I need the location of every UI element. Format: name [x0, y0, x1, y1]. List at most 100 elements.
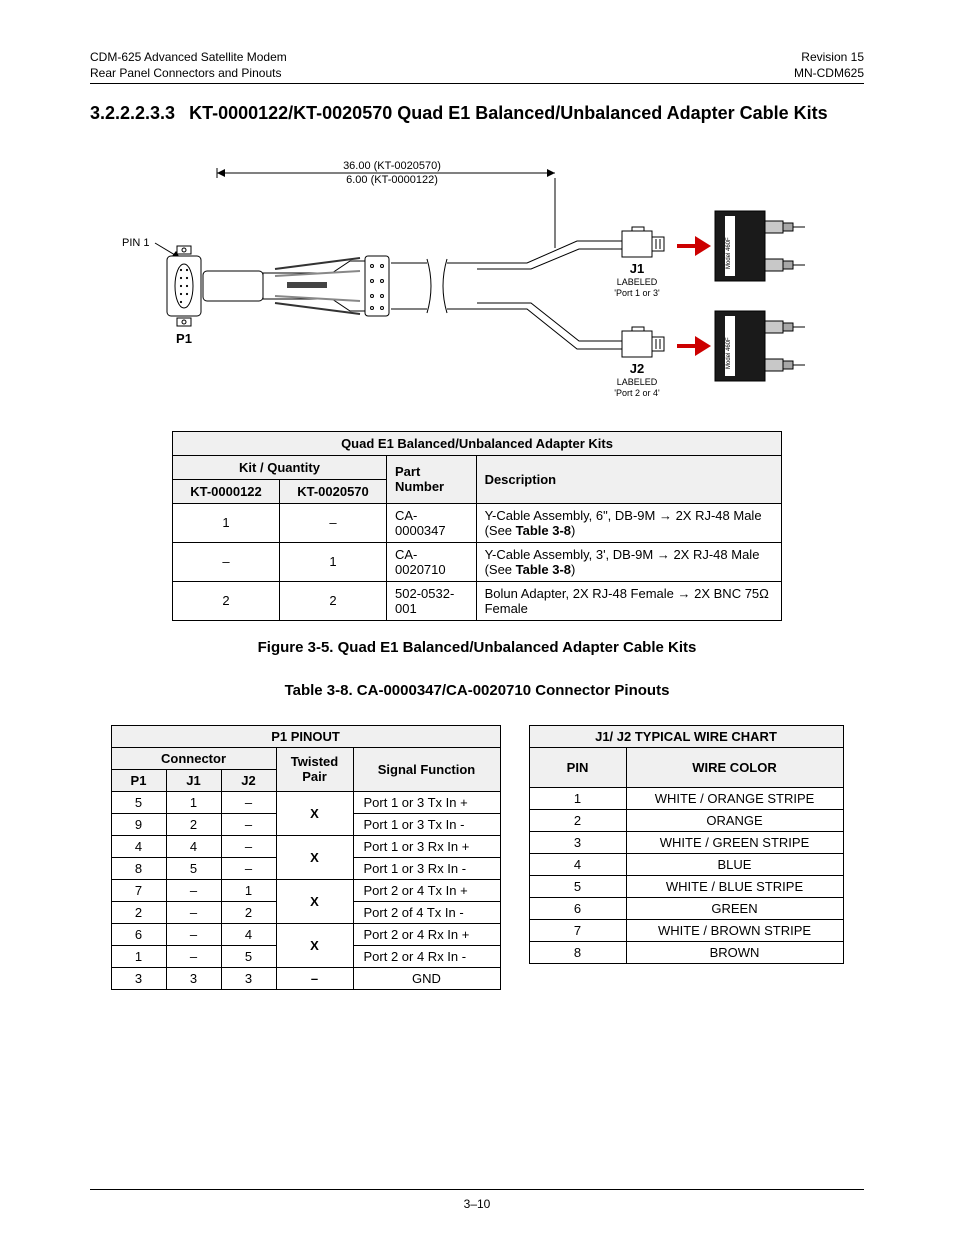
p1-pinout-table: P1 PINOUT Connector Twisted Pair Signal … — [111, 725, 501, 990]
pinout-head-j2: J2 — [221, 769, 276, 791]
header-right: Revision 15 MN-CDM625 — [794, 50, 864, 81]
cell-color: WHITE / GREEN STRIPE — [626, 831, 843, 853]
cell-color: ORANGE — [626, 809, 843, 831]
wire-head-color: WIRE COLOR — [626, 747, 843, 787]
cell-p1: 4 — [111, 835, 166, 857]
cell-pin: 8 — [529, 941, 626, 963]
cell-sig: Port 1 or 3 Rx In - — [353, 857, 500, 879]
cell-pin: 2 — [529, 809, 626, 831]
table-row: – 1 CA-0020710 Y-Cable Assembly, 3', DB-… — [173, 542, 782, 581]
cell-p1: 1 — [111, 945, 166, 967]
cell-j1: 3 — [166, 967, 221, 989]
section-heading: 3.2.2.2.3.3 KT-0000122/KT-0020570 Quad E… — [90, 102, 864, 125]
cell-sig: Port 2 of 4 Tx In - — [353, 901, 500, 923]
kits-caption: Quad E1 Balanced/Unbalanced Adapter Kits — [173, 431, 782, 455]
cell-p1: 9 — [111, 813, 166, 835]
table-row: 5 1 –XPort 1 or 3 Tx In + — [111, 791, 500, 813]
figure-caption: Figure 3-5. Quad E1 Balanced/Unbalanced … — [90, 639, 864, 656]
cell-color: WHITE / ORANGE STRIPE — [626, 787, 843, 809]
table-row: 3 3 3–GND — [111, 967, 500, 989]
svg-text:J1: J1 — [630, 261, 644, 276]
cell-j1: – — [166, 879, 221, 901]
table-row: 1 WHITE / ORANGE STRIPE — [529, 787, 843, 809]
cell-j1: 2 — [166, 813, 221, 835]
cell-color: BLUE — [626, 853, 843, 875]
cell-q1: 1 — [173, 503, 280, 542]
page-header: CDM-625 Advanced Satellite Modem Rear Pa… — [90, 50, 864, 81]
cell-j2: 2 — [221, 901, 276, 923]
cell-tp: X — [276, 835, 353, 879]
cell-sig: Port 1 or 3 Tx In + — [353, 791, 500, 813]
cell-q1: – — [173, 542, 280, 581]
cell-tp: X — [276, 923, 353, 967]
kits-head-kt2: KT-0020570 — [280, 479, 387, 503]
pinout-head-p1: P1 — [111, 769, 166, 791]
section-title: KT-0000122/KT-0020570 Quad E1 Balanced/U… — [189, 102, 828, 125]
cell-tp: X — [276, 791, 353, 835]
svg-text:36.00 (KT-0020570): 36.00 (KT-0020570) — [343, 160, 441, 172]
document-page: CDM-625 Advanced Satellite Modem Rear Pa… — [0, 0, 954, 1235]
wire-chart-table: J1/ J2 TYPICAL WIRE CHART PIN WIRE COLOR… — [529, 725, 844, 964]
cell-j1: – — [166, 901, 221, 923]
cell-q2: 2 — [280, 581, 387, 620]
pinout-head-tp: Twisted Pair — [276, 747, 353, 791]
svg-text:LABELED: LABELED — [617, 377, 658, 387]
cell-sig: Port 2 or 4 Rx In - — [353, 945, 500, 967]
cell-part: CA-0020710 — [387, 542, 477, 581]
cell-pin: 7 — [529, 919, 626, 941]
cell-j2: – — [221, 857, 276, 879]
svg-text:'Port 1 or 3': 'Port 1 or 3' — [614, 288, 660, 298]
cell-j2: – — [221, 813, 276, 835]
cell-pin: 4 — [529, 853, 626, 875]
table-row: 5 WHITE / BLUE STRIPE — [529, 875, 843, 897]
cell-j2: – — [221, 835, 276, 857]
cell-p1: 3 — [111, 967, 166, 989]
table-row: 8 BROWN — [529, 941, 843, 963]
section-number: 3.2.2.2.3.3 — [90, 102, 175, 125]
cell-sig: GND — [353, 967, 500, 989]
header-right-line2: MN-CDM625 — [794, 66, 864, 80]
cell-sig: Port 1 or 3 Rx In + — [353, 835, 500, 857]
table-row: 2 2 502-0532-001 Bolun Adapter, 2X RJ-48… — [173, 581, 782, 620]
header-left: CDM-625 Advanced Satellite Modem Rear Pa… — [90, 50, 287, 81]
wire-head-pin: PIN — [529, 747, 626, 787]
cell-j2: 1 — [221, 879, 276, 901]
header-right-line1: Revision 15 — [801, 50, 864, 64]
cell-j1: – — [166, 945, 221, 967]
cell-color: WHITE / BLUE STRIPE — [626, 875, 843, 897]
cell-part: 502-0532-001 — [387, 581, 477, 620]
cell-q2: – — [280, 503, 387, 542]
cell-q2: 1 — [280, 542, 387, 581]
pinout-tables-row: P1 PINOUT Connector Twisted Pair Signal … — [90, 725, 864, 990]
cell-j1: 1 — [166, 791, 221, 813]
cell-p1: 7 — [111, 879, 166, 901]
cell-sig: Port 2 or 4 Rx In + — [353, 923, 500, 945]
cell-sig: Port 2 or 4 Tx In + — [353, 879, 500, 901]
cell-desc: Bolun Adapter, 2X RJ-48 Female → 2X BNC … — [476, 581, 781, 620]
cell-pin: 5 — [529, 875, 626, 897]
footer-rule — [90, 1189, 864, 1190]
kits-head-part: Part Number — [387, 455, 477, 503]
kits-head-kitqty: Kit / Quantity — [173, 455, 387, 479]
cell-j2: 4 — [221, 923, 276, 945]
svg-text:Model 460F: Model 460F — [726, 237, 732, 269]
cell-color: BROWN — [626, 941, 843, 963]
cell-color: WHITE / BROWN STRIPE — [626, 919, 843, 941]
cell-pin: 1 — [529, 787, 626, 809]
cable-diagram: 36.00 (KT-0020570) 6.00 (KT-0000122) PIN… — [90, 151, 864, 401]
pinout-head-sig: Signal Function — [353, 747, 500, 791]
cell-tp: X — [276, 879, 353, 923]
cell-sig: Port 1 or 3 Tx In - — [353, 813, 500, 835]
kits-head-desc: Description — [476, 455, 781, 503]
cell-j2: 3 — [221, 967, 276, 989]
cell-p1: 8 — [111, 857, 166, 879]
pinout-title: P1 PINOUT — [111, 725, 500, 747]
svg-text:6.00 (KT-0000122): 6.00 (KT-0000122) — [346, 174, 438, 186]
header-left-line2: Rear Panel Connectors and Pinouts — [90, 66, 281, 80]
cell-p1: 5 — [111, 791, 166, 813]
svg-text:LABELED: LABELED — [617, 277, 658, 287]
pinout-head-connector: Connector — [111, 747, 276, 769]
table-row: 2 ORANGE — [529, 809, 843, 831]
pinout-head-j1: J1 — [166, 769, 221, 791]
svg-text:Model 460F: Model 460F — [726, 337, 732, 369]
